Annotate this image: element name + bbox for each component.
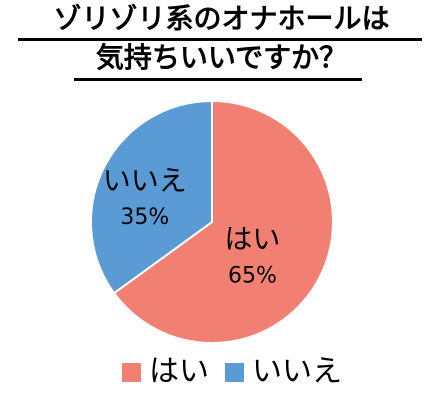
legend-swatch-no: [225, 363, 244, 382]
legend-swatch-yes: [122, 363, 141, 382]
title-underline-1: [18, 38, 422, 41]
slice-value-label-no: 35%: [120, 205, 169, 230]
pie-slice-yes: [112, 99, 334, 344]
slice-category-label-yes: はい: [224, 223, 280, 256]
title-underline-2: [74, 78, 362, 81]
legend: はい いいえ: [0, 352, 443, 392]
legend-label-no: いいえ: [252, 354, 342, 389]
pie-slice-no: [90, 99, 213, 295]
slice-value-label-yes: 65%: [228, 264, 277, 289]
legend-label-yes: はい: [149, 354, 209, 389]
slice-category-label-no: いいえ: [103, 164, 187, 197]
chart-title-line-2: 気持ちいいですか？: [95, 41, 348, 74]
chart-title-line-1: ゾリゾリ系のオナホールは: [53, 2, 390, 35]
